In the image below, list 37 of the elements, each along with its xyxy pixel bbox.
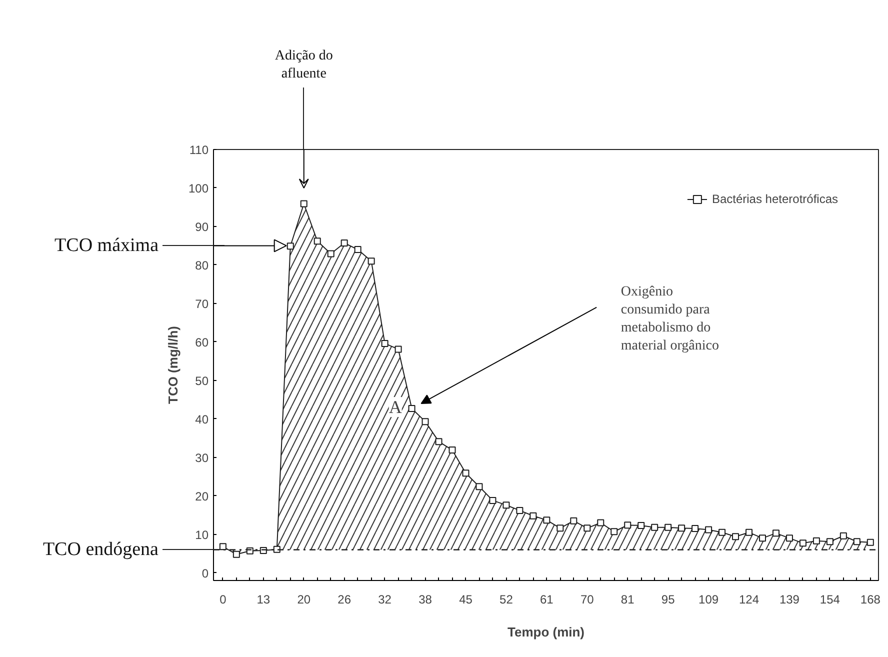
annotation: Oxigênio consumido para metabolismo do material orgânico <box>620 284 719 354</box>
x-tick-label: 61 <box>540 592 554 606</box>
x-tick-label: 70 <box>580 592 594 606</box>
y-tick-label: 10 <box>195 528 209 542</box>
x-tick-label: 38 <box>418 592 432 606</box>
ref-line-label: TCO endógena <box>42 539 160 560</box>
x-tick-label: 32 <box>378 592 392 606</box>
y-tick-label: 20 <box>195 489 209 504</box>
legend-label: Bactérias heterotróficas <box>712 192 838 206</box>
x-tick-label: 95 <box>661 592 676 606</box>
x-tick-label: 81 <box>620 592 635 606</box>
y-tick-label: 70 <box>195 296 209 311</box>
x-tick-label: 45 <box>459 592 473 606</box>
x-tick-label: 20 <box>297 592 311 606</box>
text: Adição do afluente <box>274 48 333 82</box>
annotation: A <box>388 396 402 417</box>
x-tick-label: 154 <box>820 592 840 606</box>
y-tick-label: 110 <box>189 143 209 157</box>
y-tick-label: 40 <box>195 412 209 426</box>
x-tick-label: 13 <box>256 592 270 606</box>
y-tick-label: 60 <box>195 335 209 350</box>
y-tick-label: 90 <box>195 220 209 234</box>
text: TCO máxima <box>54 235 160 256</box>
x-tick-label: 109 <box>698 592 719 606</box>
x-axis-title: Tempo (min) <box>507 624 585 640</box>
y-tick-label: 50 <box>195 374 209 388</box>
x-tick-label: 26 <box>338 592 352 606</box>
x-tick-label: 168 <box>860 592 881 606</box>
y-tick-label: 30 <box>195 450 209 465</box>
x-tick-label: 139 <box>779 592 800 606</box>
x-tick-label: 124 <box>738 592 760 606</box>
x-tick-label: 52 <box>500 592 514 606</box>
y-tick-label: 80 <box>195 258 209 272</box>
x-tick-label: 0 <box>220 592 227 606</box>
y-axis-title: TCO (mg/l/h) <box>165 326 180 404</box>
y-tick-label: 0 <box>202 566 209 580</box>
y-tick-label: 100 <box>188 181 209 196</box>
